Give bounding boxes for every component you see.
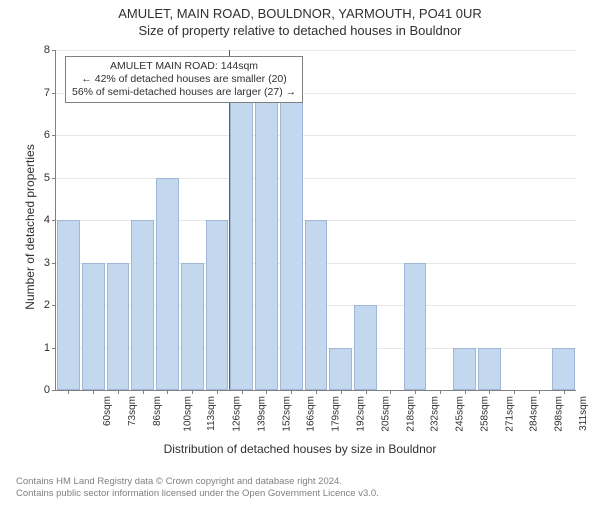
bar <box>404 263 427 391</box>
xtick-mark <box>489 390 490 394</box>
ytick-mark <box>52 305 56 306</box>
xtick-mark <box>167 390 168 394</box>
xtick-mark <box>415 390 416 394</box>
xtick-mark <box>440 390 441 394</box>
xtick-mark <box>68 390 69 394</box>
xtick-mark <box>514 390 515 394</box>
xtick-mark <box>564 390 565 394</box>
ytick-mark <box>52 220 56 221</box>
bar <box>107 263 130 391</box>
ytick-label: 3 <box>44 257 50 269</box>
x-axis-label: Distribution of detached houses by size … <box>0 442 600 456</box>
xtick-label: 192sqm <box>356 396 367 432</box>
bar <box>453 348 476 391</box>
xtick-label: 179sqm <box>331 396 342 432</box>
info-line-1: AMULET MAIN ROAD: 144sqm <box>72 60 296 73</box>
xtick-mark <box>217 390 218 394</box>
xtick-mark <box>366 390 367 394</box>
ytick-label: 4 <box>44 214 50 226</box>
info-line-3: 56% of semi-detached houses are larger (… <box>72 86 296 99</box>
ytick-mark <box>52 390 56 391</box>
xtick-label: 205sqm <box>380 396 391 432</box>
bar <box>255 93 278 391</box>
xtick-mark <box>316 390 317 394</box>
gridline <box>56 178 576 179</box>
xtick-label: 139sqm <box>257 396 268 432</box>
xtick-label: 245sqm <box>455 396 466 432</box>
bar <box>181 263 204 391</box>
ytick-label: 1 <box>44 342 50 354</box>
bar <box>329 348 352 391</box>
xtick-label: 152sqm <box>281 396 292 432</box>
xtick-label: 73sqm <box>127 396 138 426</box>
bar <box>57 220 80 390</box>
xtick-mark <box>465 390 466 394</box>
attribution: Contains HM Land Registry data © Crown c… <box>16 476 379 501</box>
xtick-mark <box>143 390 144 394</box>
ytick-label: 8 <box>44 44 50 56</box>
xtick-label: 113sqm <box>206 396 217 431</box>
xtick-label: 126sqm <box>232 396 243 432</box>
bar <box>82 263 105 391</box>
ytick-label: 2 <box>44 299 50 311</box>
xtick-label: 232sqm <box>430 396 441 432</box>
attribution-line-1: Contains HM Land Registry data © Crown c… <box>16 476 379 488</box>
ytick-label: 6 <box>44 129 50 141</box>
ytick-mark <box>52 348 56 349</box>
ytick-label: 0 <box>44 384 50 396</box>
xtick-label: 311sqm <box>578 396 589 431</box>
xtick-mark <box>291 390 292 394</box>
xtick-label: 218sqm <box>405 396 416 432</box>
xtick-label: 258sqm <box>479 396 490 432</box>
chart-title-main: AMULET, MAIN ROAD, BOULDNOR, YARMOUTH, P… <box>0 6 600 21</box>
ytick-mark <box>52 50 56 51</box>
bar <box>478 348 501 391</box>
ytick-mark <box>52 178 56 179</box>
xtick-mark <box>118 390 119 394</box>
xtick-label: 100sqm <box>182 396 193 432</box>
y-axis-label: Number of detached properties <box>23 127 37 327</box>
xtick-mark <box>539 390 540 394</box>
bar <box>280 93 303 391</box>
bar <box>354 305 377 390</box>
xtick-mark <box>242 390 243 394</box>
xtick-mark <box>266 390 267 394</box>
chart-title-sub: Size of property relative to detached ho… <box>0 23 600 38</box>
bar <box>305 220 328 390</box>
xtick-label: 166sqm <box>306 396 317 432</box>
xtick-label: 298sqm <box>554 396 565 432</box>
bar <box>206 220 229 390</box>
ytick-label: 5 <box>44 172 50 184</box>
xtick-label: 86sqm <box>152 396 163 426</box>
xtick-label: 60sqm <box>102 396 113 426</box>
gridline <box>56 50 576 51</box>
ytick-mark <box>52 93 56 94</box>
ytick-label: 7 <box>44 87 50 99</box>
bar <box>131 220 154 390</box>
ytick-mark <box>52 135 56 136</box>
xtick-label: 284sqm <box>529 396 540 432</box>
xtick-mark <box>93 390 94 394</box>
bar <box>552 348 575 391</box>
bar <box>230 93 253 391</box>
gridline <box>56 135 576 136</box>
chart-container: AMULET, MAIN ROAD, BOULDNOR, YARMOUTH, P… <box>0 6 600 506</box>
attribution-line-2: Contains public sector information licen… <box>16 488 379 500</box>
xtick-label: 271sqm <box>504 396 515 432</box>
bar <box>156 178 179 391</box>
xtick-mark <box>341 390 342 394</box>
xtick-mark <box>192 390 193 394</box>
ytick-mark <box>52 263 56 264</box>
info-line-2: ← 42% of detached houses are smaller (20… <box>72 73 296 86</box>
xtick-mark <box>390 390 391 394</box>
info-box: AMULET MAIN ROAD: 144sqm ← 42% of detach… <box>65 56 303 103</box>
